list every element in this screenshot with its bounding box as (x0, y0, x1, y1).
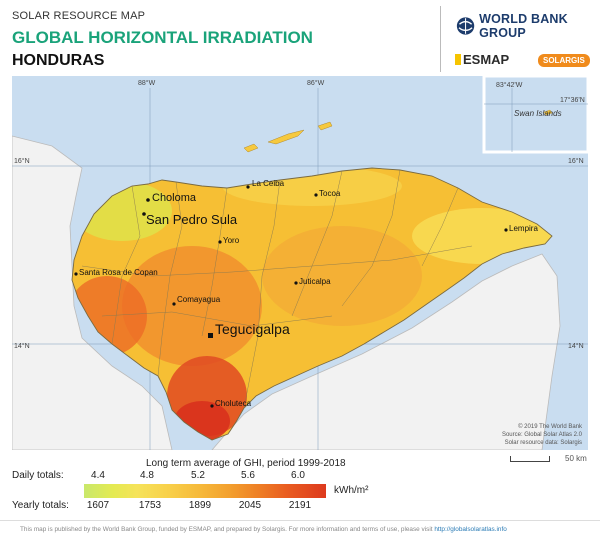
tocoa-marker (314, 193, 318, 197)
yearly-totals-label: Yearly totals: (12, 500, 69, 511)
world-bank-logo-text: WORLD BANK GROUP (479, 12, 568, 40)
city-label-juticalpa: Juticalpa (299, 277, 331, 286)
city-label-comayagua: Comayagua (177, 295, 221, 304)
legend-title: Long term average of GHI, period 1999-20… (146, 458, 346, 469)
header-divider (440, 6, 441, 72)
scale-bar (510, 456, 550, 462)
city-label-yoro: Yoro (223, 236, 240, 245)
yearly-value: 1607 (86, 500, 110, 511)
city-label-choloma: Choloma (152, 192, 197, 204)
santa-rosa-marker (74, 272, 78, 276)
comayagua-marker (172, 302, 176, 306)
daily-value: 6.0 (291, 470, 305, 481)
footer-link[interactable]: http://globalsolaratlas.info (434, 526, 507, 533)
footer-text: This map is published by the World Bank … (20, 526, 433, 533)
lat-16-right-label: 16°N (568, 157, 584, 165)
swan-island-shape (543, 109, 553, 116)
world-bank-logo: WORLD BANK GROUP (456, 12, 600, 40)
city-label-choluteca: Choluteca (215, 399, 252, 408)
yearly-value: 2191 (288, 500, 312, 511)
choluteca-marker (210, 404, 214, 408)
daily-totals-label: Daily totals: (12, 470, 64, 481)
yoro-marker (218, 240, 222, 244)
inset-lat-label: 17°36'N (560, 96, 585, 104)
esmap-logo: ESMAP (455, 52, 509, 67)
credit-line-1: © 2019 The World Bank (518, 423, 583, 430)
credit-line-2: Source: Global Solar Atlas 2.0 (502, 432, 583, 438)
choloma-marker (146, 198, 150, 202)
yearly-value: 1753 (138, 500, 162, 511)
map-kicker: SOLAR RESOURCE MAP (12, 10, 146, 22)
scale-bar-label: 50 km (565, 454, 587, 463)
lat-14-right-label: 14°N (568, 342, 584, 350)
inset-label: Swan Islands (514, 109, 562, 118)
city-label-san-pedro-sula: San Pedro Sula (146, 212, 238, 227)
irradiation-map: 88°W 86°W 16°N 16°N 14°N 14°N (12, 76, 588, 450)
daily-value: 5.6 (241, 470, 255, 481)
nicaragua-land (211, 253, 561, 450)
country-name: HONDURAS (12, 52, 105, 69)
roatan-island (267, 129, 305, 145)
credit-line-3: Solar resource data: Solargis (505, 440, 582, 446)
city-label-la-ceiba: La Ceiba (252, 179, 285, 188)
map-credits: © 2019 The World Bank Source: Global Sol… (502, 423, 583, 446)
lon-88-label: 88°W (138, 79, 156, 87)
tegucigalpa-capital-marker (208, 333, 213, 338)
solargis-logo: SOLARGIS (538, 54, 590, 67)
footer-note: This map is published by the World Bank … (20, 526, 507, 533)
ghi-color-scale (84, 484, 326, 498)
juticalpa-marker (294, 281, 298, 285)
daily-value: 5.2 (191, 470, 205, 481)
department-boundaries (81, 169, 473, 409)
footer-divider (0, 520, 600, 521)
lat-16-left-label: 16°N (14, 157, 30, 165)
guatemala-el-salvador-land (12, 135, 173, 450)
city-markers (74, 185, 508, 408)
utila-island (243, 143, 259, 153)
guanaja-island (317, 121, 333, 131)
yearly-value: 2045 (238, 500, 262, 511)
city-label-santa-rosa: Santa Rosa de Copan (79, 268, 158, 277)
lon-86-label: 86°W (307, 79, 325, 87)
city-label-tegucigalpa: Tegucigalpa (215, 321, 290, 337)
la-ceiba-marker (246, 185, 250, 189)
swan-islands-inset: 83°42'W 17°36'N Swan Islands (482, 76, 588, 154)
san-pedro-sula-marker (142, 212, 146, 216)
globe-icon (456, 17, 475, 35)
city-label-tocoa: Tocoa (319, 189, 341, 198)
daily-value: 4.4 (91, 470, 105, 481)
legend-units: kWh/m² (334, 485, 369, 496)
daily-value: 4.8 (140, 470, 154, 481)
city-label-lempira: Lempira (509, 224, 538, 233)
lat-14-left-label: 14°N (14, 342, 30, 350)
yearly-value: 1899 (188, 500, 212, 511)
map-title: GLOBAL HORIZONTAL IRRADIATION (12, 28, 313, 47)
lempira-marker (504, 228, 508, 232)
inset-lon-label: 83°42'W (496, 81, 523, 89)
